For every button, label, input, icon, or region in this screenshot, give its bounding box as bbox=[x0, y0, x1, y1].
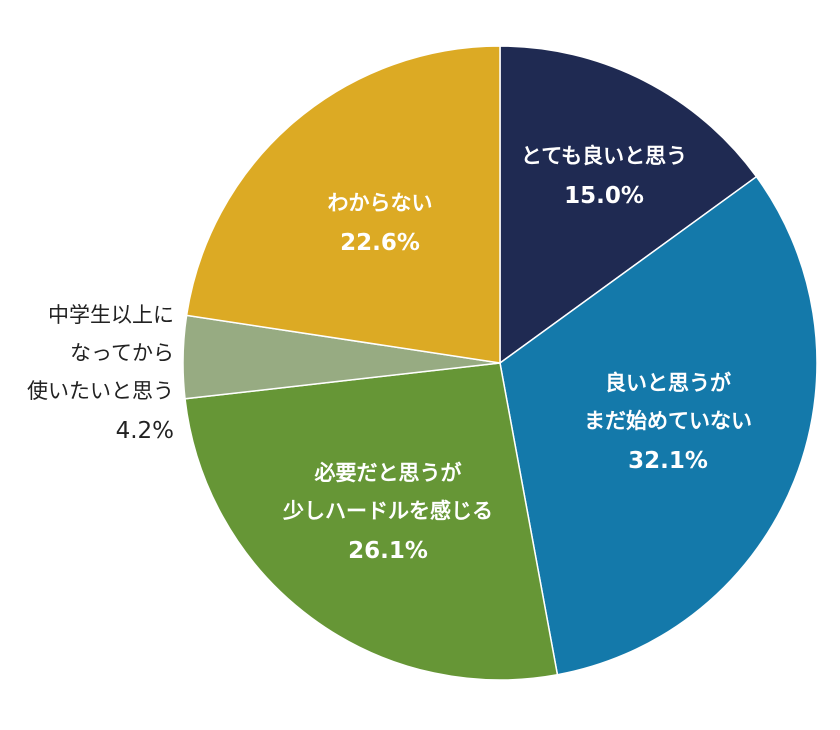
slice-label-line: とても良いと思う bbox=[521, 144, 687, 168]
slice-value-label: 26.1% bbox=[348, 538, 428, 564]
pie-slice-1 bbox=[499, 175, 818, 676]
slice-label-line: まだ始めていない bbox=[584, 409, 752, 433]
slice-label-line: 使いたいと思う bbox=[27, 379, 174, 403]
pie-slice-2 bbox=[184, 362, 559, 681]
slice-label-0: とても良いと思う 15.0% bbox=[521, 144, 687, 209]
pie-slice-0 bbox=[499, 45, 758, 365]
slice-label-line: わからない bbox=[328, 191, 433, 215]
slice-label-line: 少しハードルを感じる bbox=[282, 499, 493, 523]
slice-value-label: 4.2% bbox=[116, 418, 174, 444]
slice-label-line: なってから bbox=[70, 341, 174, 365]
pie-slice-4 bbox=[185, 45, 501, 364]
slice-label-line: 必要だと思うが bbox=[315, 461, 462, 485]
slice-label-line: 良いと思うが bbox=[605, 371, 731, 395]
slice-label-4: わからない 22.6% bbox=[328, 191, 433, 256]
slice-value-label: 32.1% bbox=[628, 448, 708, 474]
slice-value-label: 22.6% bbox=[340, 230, 420, 256]
slice-value-label: 15.0% bbox=[564, 183, 644, 209]
slice-label-line: 中学生以上に bbox=[48, 303, 174, 327]
